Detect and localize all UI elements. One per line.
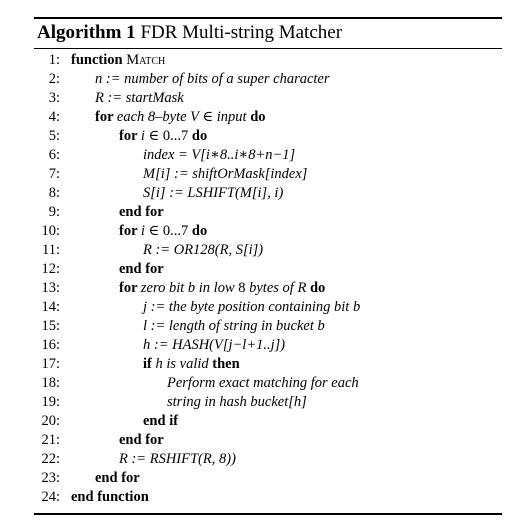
keyword: end for [95,470,140,486]
keyword: do [250,109,266,125]
line-code: function Match [71,51,165,70]
keyword: function [71,52,127,68]
line-number: 17: [41,356,60,372]
line-code: end for [119,431,164,450]
keyword: end for [119,204,164,220]
line-code: end function [71,488,149,507]
top-rule [34,17,502,19]
line-code: j := the byte position containing bit b [143,298,360,317]
code-text: Perform exact matching for each [167,375,359,391]
line-code: R := RSHIFT(R, 8)) [119,450,236,469]
line-code: for each 8–byte V ∈ input do [95,108,266,127]
line-number: 11: [42,242,60,258]
code-text: l := length of string in bucket b [143,318,325,334]
keyword: for [119,128,141,144]
keyword: end if [143,413,179,429]
line-number: 18: [41,375,60,391]
code-text: i [140,223,149,239]
code-text: h := HASH(V[j−l+1..j]) [143,337,286,353]
keyword: do [309,280,326,296]
code-text: index = V[i∗8..i∗8+n−1] [143,147,296,163]
code-text: h is valid [155,356,213,372]
function-name: Match [126,52,166,68]
line-number: 2: [48,71,60,87]
line-code: R := startMask [95,89,184,108]
algorithm-caption: Algorithm 1 FDR Multi-string Matcher [37,21,342,45]
line-number: 13: [41,280,60,296]
code-text: zero bit b in low [140,280,239,296]
line-number: 6: [48,147,60,163]
keyword: for [119,280,141,296]
code-text: R := startMask [95,90,184,106]
keyword: then [212,356,240,372]
line-number: 1: [48,52,60,68]
code-text: n := number of bits of a super character [95,71,330,87]
line-code: string in hash bucket[h] [167,393,307,412]
code-text: string in hash bucket[h] [167,394,307,410]
code-text: S[i] := LSHIFT(M[i], i) [143,185,284,201]
line-code: l := length of string in bucket b [143,317,325,336]
keyword: end for [119,261,164,277]
line-number: 4: [48,109,60,125]
algorithm-block: Algorithm 1 FDR Multi-string Matcher 1: f… [34,17,502,515]
bottom-rule [34,513,502,515]
code-text: each 8–byte V ∈ input [116,109,251,125]
keyword: end for [119,432,164,448]
code-text: 8 [238,280,250,296]
line-number: 20: [41,413,60,429]
line-number: 3: [48,90,60,106]
line-number: 23: [41,470,60,486]
line-code: n := number of bits of a super character [95,70,330,89]
line-number: 12: [41,261,60,277]
line-code: h := HASH(V[j−l+1..j]) [143,336,285,355]
code-text: M[i] := shiftOrMask[index] [143,166,308,182]
caption-rule [34,48,502,49]
caption-label: Algorithm 1 [37,22,136,43]
line-code: for zero bit b in low 8 bytes of R do [119,279,325,298]
line-number: 16: [41,337,60,353]
line-number: 22: [41,451,60,467]
line-code: R := OR128(R, S[i]) [143,241,263,260]
caption-title: FDR Multi-string Matcher [140,22,343,43]
code-text: R := RSHIFT(R, 8)) [119,451,236,467]
keyword: do [191,128,208,144]
line-code: if h is valid then [143,355,240,374]
line-number: 10: [41,223,60,239]
line-number: 7: [48,166,60,182]
keyword: do [191,223,208,239]
line-code: end for [119,203,164,222]
code-text: i [140,128,149,144]
line-number: 24: [41,489,60,505]
keyword: end function [71,489,149,505]
line-code: for i ∈ 0...7 do [119,222,207,241]
keyword: if [143,356,156,372]
code-text: R := OR128(R, S[i]) [143,242,264,258]
keyword: for [95,109,117,125]
line-number: 8: [48,185,60,201]
keyword: for [119,223,141,239]
line-number: 19: [41,394,60,410]
line-code: end if [143,412,178,431]
line-code: M[i] := shiftOrMask[index] [143,165,307,184]
line-code: index = V[i∗8..i∗8+n−1] [143,146,295,165]
code-text: ∈ 0...7 [148,223,192,239]
line-number: 9: [48,204,60,220]
line-code: end for [119,260,164,279]
code-text: ∈ 0...7 [148,128,192,144]
line-code: end for [95,469,140,488]
line-code: for i ∈ 0...7 do [119,127,207,146]
code-text: bytes of R [249,280,310,296]
line-number: 21: [41,432,60,448]
line-number: 14: [41,299,60,315]
line-code: S[i] := LSHIFT(M[i], i) [143,184,283,203]
line-number: 15: [41,318,60,334]
line-number: 5: [48,128,60,144]
code-text: j := the byte position containing bit b [143,299,361,315]
line-code: Perform exact matching for each [167,374,359,393]
